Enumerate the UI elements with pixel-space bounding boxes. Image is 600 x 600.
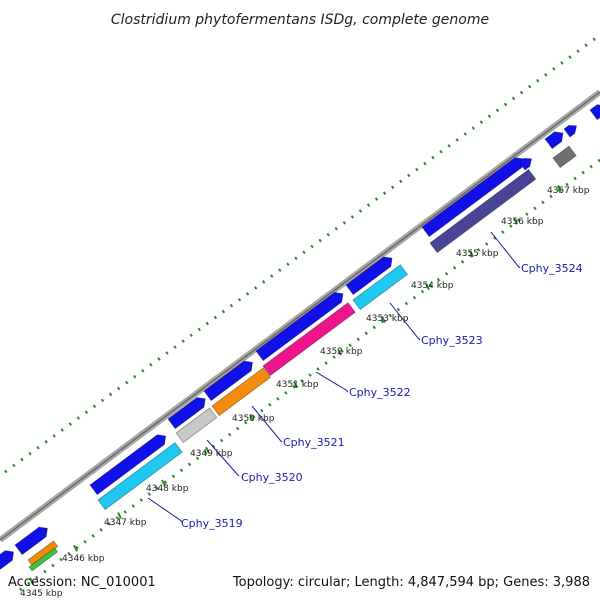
tick-mark xyxy=(117,512,122,520)
tick-mark xyxy=(513,217,518,225)
tick-marks xyxy=(29,185,562,585)
cds-block-10[interactable] xyxy=(563,124,578,138)
tick-mark xyxy=(249,414,254,421)
orange-block-cphy-3521[interactable] xyxy=(211,367,272,417)
gray-block-cphy-3520[interactable] xyxy=(175,407,218,444)
kbp-label-4355: 4355 kbp xyxy=(456,249,499,259)
kbp-label-4351: 4351 kbp xyxy=(276,380,319,390)
gene-label-cphy-3523[interactable]: Cphy_3523 xyxy=(421,334,483,347)
purple-block-cphy-3524[interactable] xyxy=(429,168,537,254)
tick-mark xyxy=(425,283,430,291)
orange-block[interactable] xyxy=(27,540,59,567)
callout-line xyxy=(251,405,283,443)
cds-block-0[interactable] xyxy=(0,550,15,572)
cds-block-2[interactable] xyxy=(89,434,167,496)
cds-block-5[interactable] xyxy=(255,291,344,362)
kbp-label-4347: 4347 kbp xyxy=(104,518,147,528)
kbp-label-4346: 4346 kbp xyxy=(62,554,105,564)
gene-labels: Cphy_3519 Cphy_3520 Cphy_3521 Cphy_3522 … xyxy=(181,262,583,530)
kbp-label-4356: 4356 kbp xyxy=(501,217,544,227)
topology-label: Topology: circular; Length: 4,847,594 bp… xyxy=(232,575,590,590)
outer-dotted-arc xyxy=(4,33,600,474)
tick-mark xyxy=(469,250,474,258)
tick-mark xyxy=(73,544,78,552)
tick-mark xyxy=(161,479,166,487)
cds-block-4[interactable] xyxy=(203,360,253,402)
feature-track xyxy=(0,104,600,585)
callout-line xyxy=(147,497,183,523)
tick-mark xyxy=(29,577,34,585)
tick-mark xyxy=(293,381,298,389)
light-blue-block-cphy-3519[interactable] xyxy=(97,442,183,511)
callout-line xyxy=(315,371,349,393)
inner-dotted-arc xyxy=(19,158,600,592)
callout-line xyxy=(490,231,521,269)
callout-line xyxy=(206,439,240,477)
kbp-labels: 4345 kbp 4346 kbp 4347 kbp 4348 kbp 4349… xyxy=(20,186,590,599)
gene-label-cphy-3522[interactable]: Cphy_3522 xyxy=(349,386,411,399)
magenta-block-cphy-3522[interactable] xyxy=(262,302,356,377)
tick-mark xyxy=(337,348,342,356)
gene-label-cphy-3524[interactable]: Cphy_3524 xyxy=(521,262,583,275)
light-blue-block-cphy-3523[interactable] xyxy=(352,264,409,311)
cds-block-9[interactable] xyxy=(544,131,564,150)
accession-label: Accession: NC_010001 xyxy=(8,575,156,590)
cds-block-1[interactable] xyxy=(14,526,48,556)
green-block[interactable] xyxy=(28,547,59,572)
cds-block-11[interactable] xyxy=(589,104,600,121)
backbone-line xyxy=(0,91,600,541)
callout-lines xyxy=(147,231,521,523)
gene-label-cphy-3521[interactable]: Cphy_3521 xyxy=(283,436,345,449)
cds-block-6[interactable] xyxy=(345,256,393,296)
kbp-label-4354: 4354 kbp xyxy=(411,281,454,291)
kbp-label-4350: 4350 kbp xyxy=(232,414,275,424)
dark-gray-block[interactable] xyxy=(552,145,577,169)
kbp-label-4357: 4357 kbp xyxy=(547,186,590,196)
gene-label-cphy-3520[interactable]: Cphy_3520 xyxy=(241,471,303,484)
kbp-label-4345: 4345 kbp xyxy=(20,589,63,599)
map-title: Clostridium phytofermentans ISDg, comple… xyxy=(111,12,489,28)
tick-mark xyxy=(557,185,562,193)
callout-line xyxy=(389,302,421,341)
tick-mark xyxy=(205,446,210,454)
kbp-label-4353: 4353 kbp xyxy=(366,314,409,324)
tick-mark xyxy=(381,315,386,323)
kbp-label-4352: 4352 kbp xyxy=(320,347,363,357)
kbp-label-4349: 4349 kbp xyxy=(190,449,233,459)
cds-block-8[interactable] xyxy=(518,157,533,171)
kbp-label-4348: 4348 kbp xyxy=(146,484,189,494)
gene-label-cphy-3519[interactable]: Cphy_3519 xyxy=(181,517,243,530)
cds-block-3[interactable] xyxy=(167,397,206,430)
